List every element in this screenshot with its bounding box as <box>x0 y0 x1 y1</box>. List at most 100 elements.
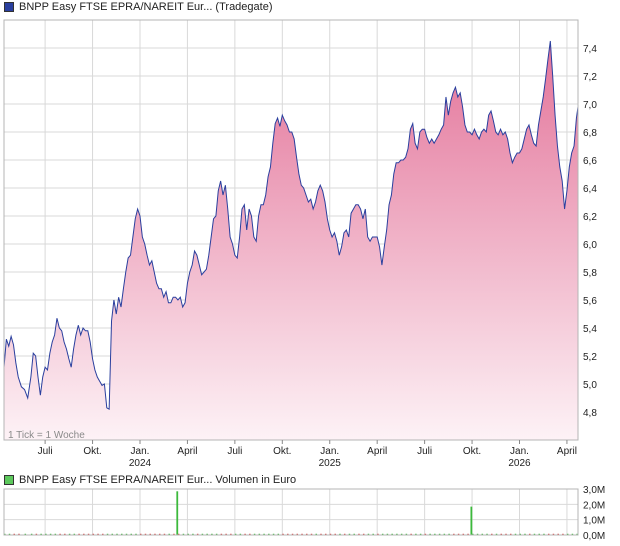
volume-bar <box>187 533 189 535</box>
volume-bar <box>571 533 574 535</box>
volume-bar <box>163 533 166 535</box>
volume-bar <box>253 533 256 535</box>
price-legend-swatch <box>4 2 14 12</box>
volume-bar <box>329 533 332 535</box>
volume-bar <box>533 533 536 535</box>
volume-bar <box>263 533 265 535</box>
volume-bar <box>372 533 374 535</box>
volume-bar <box>358 533 360 535</box>
volume-bar <box>334 533 336 535</box>
x-tick-label: Jan. <box>510 446 529 457</box>
volume-bar <box>211 533 213 535</box>
volume-bar <box>410 533 412 535</box>
volume-bar <box>111 533 114 535</box>
x-tick-label: Jan. <box>131 446 150 457</box>
volume-bar <box>429 533 431 535</box>
price-y-tick-label: 6,4 <box>583 184 597 195</box>
volume-bar <box>415 533 417 535</box>
volume-bar <box>557 533 559 535</box>
volume-bar <box>30 533 33 535</box>
volume-bar <box>239 533 242 535</box>
volume-bar <box>272 533 275 535</box>
volume-bar <box>244 533 246 535</box>
price-y-tick-label: 5,8 <box>583 268 597 279</box>
volume-bar <box>135 533 137 535</box>
volume-bar <box>64 533 66 535</box>
x-tick-year-label: 2024 <box>129 458 152 469</box>
x-tick-label: Juli <box>227 446 242 457</box>
volume-grid <box>4 488 578 536</box>
volume-bar <box>106 533 109 535</box>
volume-bar <box>467 533 469 535</box>
tick-note: 1 Tick = 1 Woche <box>8 430 85 441</box>
volume-y-tick-label: 1,0M <box>583 516 605 527</box>
volume-legend-label: BNPP Easy FTSE EPRA/NAREIT Eur... Volume… <box>19 474 297 486</box>
volume-bar <box>470 506 473 535</box>
volume-bar <box>130 533 133 535</box>
volume-bar <box>45 533 47 535</box>
volume-bar <box>543 533 545 535</box>
volume-bar <box>348 533 351 535</box>
volume-bar <box>220 533 223 535</box>
volume-bar <box>49 533 52 535</box>
volume-bar <box>405 533 408 535</box>
volume-bar <box>362 533 365 535</box>
x-tick-year-label: 2025 <box>319 458 342 469</box>
volume-bar <box>448 533 450 535</box>
volume-bar <box>391 533 393 535</box>
x-tick-label: April <box>177 446 197 457</box>
x-tick-label: April <box>557 446 577 457</box>
x-tick-label: April <box>367 446 387 457</box>
volume-bar <box>400 533 403 535</box>
price-y-tick-label: 6,6 <box>583 156 597 167</box>
volume-bar <box>83 533 85 535</box>
volume-bar <box>168 533 170 535</box>
x-tick-label: Okt. <box>83 446 101 457</box>
volume-bar <box>481 533 484 535</box>
price-area <box>4 41 578 440</box>
price-y-tick-label: 5,0 <box>583 380 597 391</box>
volume-legend-swatch <box>4 475 14 485</box>
volume-bar <box>514 533 517 535</box>
volume-bar <box>510 533 512 535</box>
price-y-tick-label: 5,4 <box>583 324 597 335</box>
volume-bar <box>54 533 57 535</box>
volume-bar <box>453 533 455 535</box>
volume-bar <box>306 533 308 535</box>
volume-bar <box>78 533 80 535</box>
volume-bar <box>40 533 42 535</box>
volume-bar <box>566 533 569 535</box>
volume-bar <box>192 533 194 535</box>
volume-bar <box>576 533 578 535</box>
volume-bar <box>176 491 179 535</box>
volume-bar <box>486 533 488 535</box>
volume-bar <box>287 533 289 535</box>
volume-bar <box>102 533 104 535</box>
volume-bars <box>4 491 578 535</box>
volume-bar <box>528 533 531 535</box>
volume-bar <box>158 533 161 535</box>
price-y-tick-label: 5,6 <box>583 296 597 307</box>
volume-bar <box>476 533 479 535</box>
volume-bar <box>35 533 38 535</box>
price-y-axis: 4,8 5,0 5,2 5,4 5,6 5,8 6,0 6,2 6,4 6,6 6,8 7,0 7,2 7… <box>583 44 597 419</box>
x-tick-label: Juli <box>38 446 53 457</box>
volume-bar <box>73 533 76 535</box>
volume-bar <box>196 533 199 535</box>
volume-bar <box>324 533 327 535</box>
price-y-tick-label: 7,4 <box>583 44 597 55</box>
volume-bar <box>291 533 294 535</box>
price-y-tick-label: 6,0 <box>583 240 597 251</box>
volume-bar <box>8 533 11 535</box>
volume-bar <box>154 533 156 535</box>
volume-bar <box>562 533 564 535</box>
volume-bar <box>438 533 441 535</box>
volume-bar <box>144 533 147 535</box>
volume-bar <box>18 533 20 535</box>
volume-bar <box>434 533 436 535</box>
volume-bar <box>24 533 27 535</box>
volume-bar <box>505 533 507 535</box>
volume-bar <box>367 533 370 535</box>
x-tick-label: Jan. <box>320 446 339 457</box>
